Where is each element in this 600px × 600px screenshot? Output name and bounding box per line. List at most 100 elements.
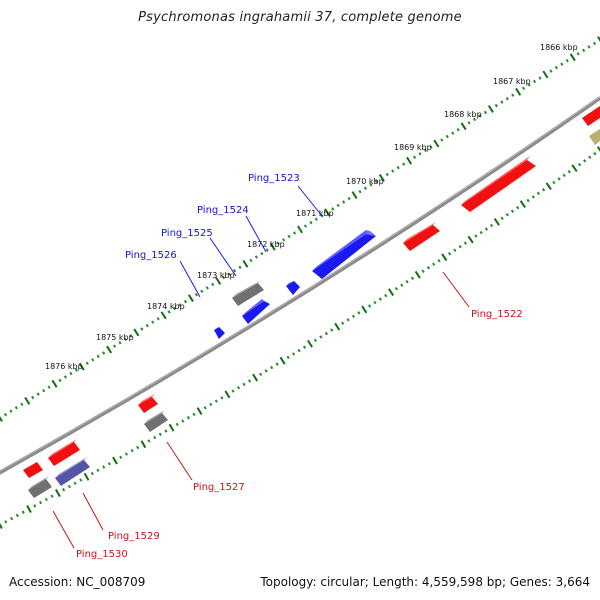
feature-grey-upper <box>232 280 264 306</box>
outer-ring-major-tick <box>0 416 3 422</box>
inner-ring-minor-tick <box>463 241 468 245</box>
gene-ping-1524[interactable] <box>242 299 270 324</box>
inner-ring-minor-tick <box>484 227 489 231</box>
scale-label-1871: 1871 kbp <box>296 209 334 218</box>
gene-red-near-1522[interactable] <box>403 222 440 251</box>
gene-label-ping-1530[interactable]: Ping_1530 <box>76 549 128 560</box>
outer-ring-minor-tick <box>200 289 204 294</box>
inner-ring-minor-tick <box>21 510 25 514</box>
outer-ring-major-tick <box>351 191 358 200</box>
genome-backbone-highlight <box>0 96 600 472</box>
outer-ring-minor-tick <box>412 155 417 159</box>
inner-ring-major-tick <box>168 423 175 432</box>
inner-ring-minor-tick <box>147 439 151 443</box>
outer-ring-minor-tick <box>385 172 389 177</box>
gene-red-left-2[interactable] <box>48 439 80 466</box>
inner-ring-minor-tick <box>136 445 140 450</box>
outer-ring-minor-tick <box>500 100 504 104</box>
outer-ring-minor-tick <box>483 110 488 115</box>
outer-ring-minor-tick <box>178 303 182 307</box>
inner-ring-minor-tick <box>96 468 100 472</box>
gene-red-top-right[interactable] <box>582 106 600 126</box>
inner-ring-minor-tick <box>153 435 157 440</box>
inner-ring-major-tick <box>361 305 368 314</box>
outer-ring-minor-tick <box>118 340 122 345</box>
outer-scale-ring <box>0 36 600 422</box>
outer-ring-minor-tick <box>254 255 258 259</box>
outer-ring-major-tick <box>297 225 303 234</box>
inner-ring-minor-tick <box>357 311 361 315</box>
outer-ring-major-tick <box>242 259 249 268</box>
gene-label-ping-1522[interactable]: Ping_1522 <box>471 309 523 320</box>
gene-label-ping-1529[interactable]: Ping_1529 <box>108 531 160 542</box>
gene-ping-1523[interactable] <box>312 230 376 279</box>
forward-strand-features <box>214 230 376 339</box>
outer-ring-minor-tick <box>532 79 537 84</box>
gene-ping-1526[interactable] <box>214 327 225 339</box>
outer-ring-minor-tick <box>374 179 378 184</box>
outer-ring-minor-tick <box>467 121 471 125</box>
inner-ring-minor-tick <box>330 328 334 332</box>
outer-ring-minor-tick <box>423 148 428 153</box>
scale-label-1866: 1866 kbp <box>540 43 578 52</box>
outer-ring-minor-tick <box>282 238 286 242</box>
inner-ring-minor-tick <box>302 345 307 349</box>
gene-ping-1522[interactable] <box>461 156 536 212</box>
inner-ring-minor-tick <box>588 155 592 159</box>
scale-labels: 1866 kbp 1867 kbp 1868 kbp 1869 kbp 1870… <box>45 43 578 371</box>
gene-label-ping-1527[interactable]: Ping_1527 <box>193 482 245 493</box>
outer-ring-minor-tick <box>205 286 209 290</box>
gene-ping-1525[interactable] <box>286 281 300 295</box>
outer-ring-minor-tick <box>31 395 35 400</box>
gene-label-ping-1525[interactable]: Ping_1525 <box>161 228 213 239</box>
outer-ring-minor-tick <box>85 361 89 366</box>
outer-ring-minor-tick <box>238 265 242 270</box>
inner-ring-major-tick <box>334 322 341 331</box>
inner-ring-minor-tick <box>181 419 185 423</box>
gene-red-left-1[interactable] <box>23 462 43 478</box>
inner-ring-major-tick <box>83 472 90 481</box>
outer-ring-major-tick <box>215 277 222 285</box>
outer-ring-major-tick <box>269 242 276 251</box>
inner-ring-minor-tick <box>367 304 372 308</box>
inner-ring-minor-tick <box>410 276 415 280</box>
inner-ring-major-tick <box>596 146 600 152</box>
outer-ring-minor-tick <box>451 131 455 135</box>
outer-ring-minor-tick <box>478 114 482 118</box>
inner-ring-minor-tick <box>10 516 14 521</box>
gene-label-ping-1524[interactable]: Ping_1524 <box>197 205 249 216</box>
inner-ring-minor-tick <box>39 500 43 505</box>
inner-ring-minor-tick <box>62 488 66 492</box>
outer-ring-minor-tick <box>63 375 68 379</box>
outer-ring-minor-tick <box>505 96 509 101</box>
gene-label-ping-1523[interactable]: Ping_1523 <box>248 173 300 184</box>
scale-label-1873: 1873 kbp <box>197 271 235 280</box>
inner-ring-major-tick <box>26 505 32 513</box>
outer-ring-minor-tick <box>527 83 531 87</box>
inner-ring-major-tick <box>140 440 147 449</box>
outer-ring-minor-tick <box>145 323 149 328</box>
inner-ring-major-tick <box>55 489 61 497</box>
outer-ring-minor-tick <box>129 334 133 338</box>
inner-ring-minor-tick <box>259 372 263 377</box>
inner-ring-minor-tick <box>158 432 162 437</box>
outer-ring-minor-tick <box>91 358 95 362</box>
outer-ring-minor-tick <box>472 117 477 122</box>
inner-ring-minor-tick <box>164 429 168 433</box>
inner-ring-major-tick <box>493 218 500 226</box>
inner-ring-major-tick <box>196 407 203 416</box>
inner-ring-major-tick <box>0 522 3 529</box>
outer-ring-minor-tick <box>172 306 177 311</box>
gene-label-ping-1526[interactable]: Ping_1526 <box>125 250 177 261</box>
inner-ring-minor-tick <box>458 244 462 249</box>
outer-ring-major-tick <box>106 345 113 354</box>
gene-ping-1527[interactable] <box>138 394 158 413</box>
inner-ring-minor-tick <box>124 452 128 456</box>
inner-ring-minor-tick <box>593 151 597 156</box>
inner-ring-minor-tick <box>90 471 94 476</box>
inner-ring-minor-tick <box>474 234 478 238</box>
inner-ring-minor-tick <box>378 297 382 301</box>
inner-ring-minor-tick <box>130 448 134 453</box>
outer-ring-minor-tick <box>167 310 171 314</box>
